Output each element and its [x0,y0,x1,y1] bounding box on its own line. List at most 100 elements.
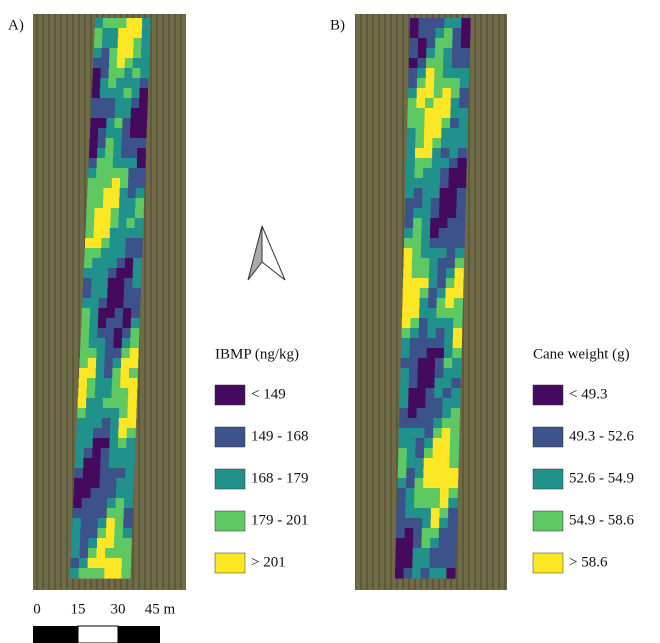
map-cell [403,558,413,569]
map-cell [87,368,97,379]
map-cell [436,308,446,319]
map-cell [98,508,108,519]
map-cell [104,368,113,379]
map-cell [433,98,443,109]
map-cell [435,338,445,349]
map-cell [443,48,453,59]
map-cell [117,458,127,469]
panel-label: B) [330,17,345,33]
map-cell [96,558,106,569]
map-cell [439,518,449,529]
scale-label: 45 m [145,601,176,617]
map-cell [448,508,458,519]
map-cell [109,438,119,449]
map-cell [420,278,430,289]
map-cell [136,158,146,169]
map-cell [129,358,139,369]
map-cell [107,88,117,99]
map-cell [440,158,450,169]
map-cell [415,118,425,129]
map-cell [448,498,458,509]
map-cell [410,328,420,339]
map-cell [416,408,426,419]
map-cell [425,378,436,389]
map-cell [106,318,115,329]
map-cell [452,348,462,359]
map-cell [90,128,99,139]
map-cell [426,28,437,39]
map-cell [443,348,454,359]
map-cell [103,188,113,199]
map-cell [444,28,454,39]
map-cell [91,88,101,99]
map-cell [88,168,97,179]
map-cell [458,128,468,139]
map-cell [127,188,137,199]
map-cell [101,428,111,439]
map-cell [414,488,424,499]
map-cell [117,448,127,459]
map-cell [417,58,427,69]
map-cell [407,418,417,429]
map-cell [117,238,127,249]
map-cell [108,258,118,269]
map-cell [78,388,88,399]
map-cell [100,258,110,269]
map-cell [75,438,85,449]
map-cell [130,118,139,129]
map-cell [114,118,123,129]
map-cell [103,198,112,209]
map-cell [81,498,91,509]
map-cell [126,428,136,439]
map-cell [95,378,105,389]
map-cell [120,158,130,169]
map-cell [449,148,459,159]
panel-label: A) [8,17,24,33]
map-cell [87,568,97,579]
map-cell [96,168,105,179]
map-cell [429,558,439,569]
map-cell [95,18,104,29]
map-cell [434,388,444,399]
scale-label: 0 [33,601,41,617]
map-cell [117,48,126,59]
map-cell [131,298,141,309]
map-cell [441,138,451,149]
map-cell [406,148,416,159]
map-cell [103,388,113,399]
map-cell [397,478,407,489]
map-cell [430,218,440,229]
map-cell [450,408,460,419]
map-cell [408,88,418,99]
map-cell [122,528,132,539]
map-cell [451,398,461,409]
map-cell [70,568,80,579]
map-cell [129,368,138,379]
map-cell [445,278,455,289]
map-cell [422,188,432,199]
map-cell [461,18,471,29]
map-cell [398,428,408,439]
map-cell [414,168,424,179]
map-cell [122,548,132,559]
map-cell [80,328,90,339]
map-cell [83,448,93,459]
map-cell [139,88,148,99]
map-cell [397,488,407,499]
map-cell [438,248,448,259]
map-cell [405,198,415,209]
map-cell [415,148,425,159]
map-cell [418,348,428,359]
map-cell [416,88,426,99]
map-cell [141,28,151,39]
map-cell [423,138,434,149]
map-cell [447,518,457,529]
map-cell [137,148,146,159]
map-cell [434,378,444,389]
map-cell [447,538,457,549]
map-cell [432,128,442,139]
map-cell [99,278,109,289]
map-cell [138,108,148,119]
map-cell [84,428,94,439]
map-cell [422,198,432,209]
